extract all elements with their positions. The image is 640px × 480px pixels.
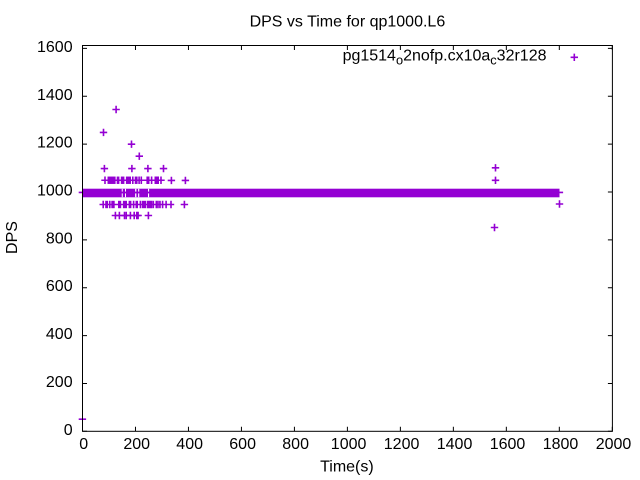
svg-text:0: 0 — [64, 422, 73, 439]
svg-text:400: 400 — [176, 436, 203, 453]
svg-text:800: 800 — [46, 230, 73, 247]
svg-text:DPS: DPS — [4, 221, 21, 254]
svg-text:600: 600 — [229, 436, 256, 453]
svg-text:pg1514o2nofp.cx10ac32r128: pg1514o2nofp.cx10ac32r128 — [343, 48, 547, 68]
svg-text:200: 200 — [123, 436, 150, 453]
svg-text:1200: 1200 — [384, 436, 420, 453]
svg-text:1400: 1400 — [37, 87, 73, 104]
svg-text:400: 400 — [46, 326, 73, 343]
svg-text:1000: 1000 — [331, 436, 367, 453]
svg-text:200: 200 — [46, 374, 73, 391]
svg-text:1600: 1600 — [37, 39, 73, 56]
svg-text:1000: 1000 — [37, 182, 73, 199]
svg-text:1400: 1400 — [437, 436, 473, 453]
svg-text:DPS vs Time for qp1000.L6: DPS vs Time for qp1000.L6 — [250, 14, 446, 31]
svg-text:1800: 1800 — [543, 436, 579, 453]
svg-text:600: 600 — [46, 278, 73, 295]
svg-text:1600: 1600 — [490, 436, 526, 453]
svg-text:Time(s): Time(s) — [320, 458, 374, 475]
svg-text:2000: 2000 — [596, 436, 632, 453]
svg-text:800: 800 — [282, 436, 309, 453]
svg-text:1200: 1200 — [37, 135, 73, 152]
svg-text:0: 0 — [79, 436, 88, 453]
